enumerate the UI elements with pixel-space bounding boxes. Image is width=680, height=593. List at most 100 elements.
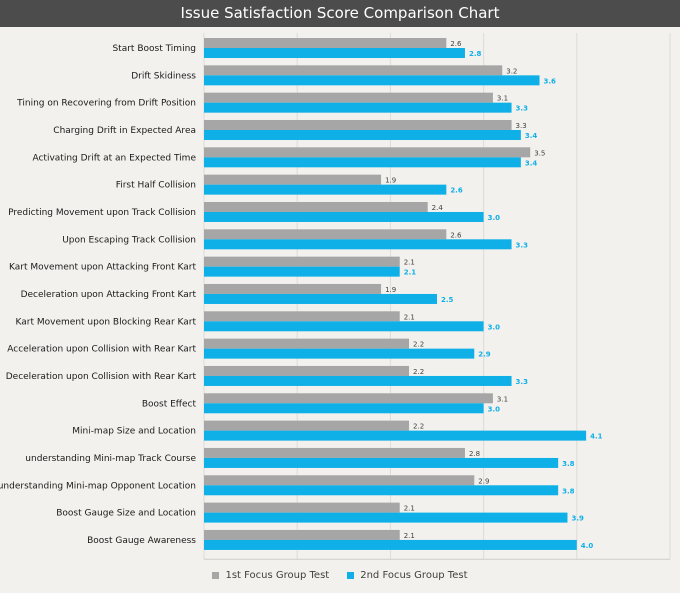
bar-series-1 bbox=[204, 174, 382, 185]
category-label: Kart Movement upon Attacking Front Kart bbox=[9, 263, 196, 273]
bar-series-2 bbox=[204, 48, 465, 58]
x-tick-label: 4 bbox=[575, 566, 579, 567]
bar-series-2 bbox=[204, 129, 521, 140]
bar-series-1 bbox=[204, 38, 447, 48]
data-label-series-1: 3.1 bbox=[497, 95, 508, 103]
data-label-series-2: 3.8 bbox=[562, 460, 575, 468]
bar-series-2 bbox=[204, 321, 484, 332]
chart-title: Issue Satisfaction Score Comparison Char… bbox=[0, 0, 680, 27]
data-label-series-2: 3.9 bbox=[571, 515, 584, 523]
bar-series-2 bbox=[204, 457, 559, 468]
bar-series-2 bbox=[204, 485, 559, 496]
category-label: Deceleration upon Attacking Front Kart bbox=[21, 290, 197, 300]
data-label-series-1: 3.1 bbox=[497, 395, 508, 403]
bar-series-1 bbox=[204, 475, 475, 486]
bar-series-1 bbox=[204, 420, 410, 431]
legend: 1st Focus Group Test 2nd Focus Group Tes… bbox=[0, 566, 680, 584]
bar-series-2 bbox=[204, 157, 521, 168]
data-label-series-1: 2.6 bbox=[450, 231, 462, 239]
data-label-series-1: 2.1 bbox=[404, 505, 415, 513]
data-label-series-1: 1.9 bbox=[385, 286, 396, 294]
category-label: Boost Gauge Size and Location bbox=[56, 509, 196, 519]
data-label-series-2: 4.0 bbox=[581, 542, 594, 550]
bar-series-1 bbox=[204, 147, 531, 158]
bar-series-2 bbox=[204, 375, 512, 386]
data-label-series-2: 2.5 bbox=[441, 296, 454, 304]
data-label-series-2: 2.9 bbox=[478, 351, 491, 359]
category-label: Tining on Recovering from Drift Position bbox=[16, 99, 196, 109]
bar-series-2 bbox=[204, 184, 447, 195]
legend-item-series-2: 2nd Focus Group Test bbox=[347, 569, 468, 581]
bar-series-1 bbox=[204, 529, 400, 540]
data-label-series-2: 3.6 bbox=[544, 77, 557, 85]
category-label: understanding Mini-map Opponent Location bbox=[0, 481, 196, 491]
category-label: Predicting Movement upon Track Collision bbox=[8, 208, 196, 218]
bar-series-1 bbox=[204, 65, 503, 76]
data-label-series-1: 3.3 bbox=[516, 122, 527, 130]
legend-label-series-2: 2nd Focus Group Test bbox=[360, 569, 468, 581]
data-label-series-2: 4.1 bbox=[590, 433, 603, 441]
category-label: Charging Drift in Expected Area bbox=[53, 126, 196, 136]
bar-series-2 bbox=[204, 239, 512, 250]
data-label-series-1: 1.9 bbox=[385, 177, 396, 185]
data-label-series-2: 2.8 bbox=[469, 50, 482, 58]
category-label: Boost Effect bbox=[142, 399, 197, 409]
data-label-series-1: 2.1 bbox=[404, 532, 415, 540]
bar-series-1 bbox=[204, 502, 400, 513]
category-label: Mini-map Size and Location bbox=[72, 427, 196, 437]
bar-series-1 bbox=[204, 393, 493, 404]
category-label: Kart Movement upon Blocking Rear Kart bbox=[16, 317, 197, 327]
data-label-series-1: 3.5 bbox=[534, 149, 545, 157]
bar-series-2 bbox=[204, 75, 540, 86]
data-label-series-1: 2.2 bbox=[413, 423, 424, 431]
category-label: Activating Drift at an Expected Time bbox=[32, 153, 196, 163]
data-label-series-2: 3.3 bbox=[516, 241, 529, 249]
data-label-series-2: 3.0 bbox=[488, 323, 501, 331]
data-label-series-1: 2.1 bbox=[404, 313, 415, 321]
bar-series-2 bbox=[204, 266, 400, 277]
data-label-series-2: 3.3 bbox=[516, 378, 529, 386]
x-tick-label: 2 bbox=[388, 566, 392, 567]
legend-swatch-series-1 bbox=[212, 571, 220, 579]
data-label-series-1: 2.6 bbox=[450, 40, 462, 48]
category-label: Drift Skidiness bbox=[131, 71, 196, 81]
bar-series-1 bbox=[204, 92, 493, 103]
data-label-series-1: 3.2 bbox=[506, 67, 517, 75]
bar-series-2 bbox=[204, 403, 484, 414]
bar-series-2 bbox=[204, 430, 587, 441]
bar-chart: 0 1 2 3 4 5 Start Boost Timing 2.6 2.8 Drift Skid… bbox=[0, 33, 672, 567]
bar-series-2 bbox=[204, 211, 484, 222]
bar-series-1 bbox=[204, 201, 428, 212]
x-tick-label: 1 bbox=[295, 566, 299, 567]
data-label-series-2: 3.8 bbox=[562, 487, 575, 495]
x-tick-label: 0 bbox=[202, 566, 206, 567]
data-label-series-2: 2.6 bbox=[450, 187, 463, 195]
bar-series-1 bbox=[204, 365, 410, 376]
data-label-series-2: 3.4 bbox=[525, 159, 538, 167]
bar-series-1 bbox=[204, 229, 447, 240]
bar-series-1 bbox=[204, 311, 400, 322]
bar-series-1 bbox=[204, 447, 465, 458]
data-label-series-1: 2.9 bbox=[478, 477, 489, 485]
data-label-series-1: 2.2 bbox=[413, 368, 424, 376]
bar-series-2 bbox=[204, 539, 577, 550]
legend-label-series-1: 1st Focus Group Test bbox=[225, 569, 330, 581]
bar-series-2 bbox=[204, 293, 437, 304]
data-label-series-2: 3.0 bbox=[488, 214, 501, 222]
legend-item-series-1: 1st Focus Group Test bbox=[212, 570, 329, 581]
x-tick-label: 3 bbox=[482, 566, 486, 567]
category-label: Boost Gauge Awareness bbox=[87, 536, 196, 546]
data-label-series-2: 3.4 bbox=[525, 132, 538, 140]
data-label-series-1: 2.4 bbox=[432, 204, 444, 212]
bar-series-2 bbox=[204, 512, 568, 523]
category-label: understanding Mini-map Track Course bbox=[25, 454, 196, 464]
bar-series-2 bbox=[204, 102, 512, 113]
data-label-series-1: 2.1 bbox=[404, 259, 415, 267]
data-label-series-1: 2.8 bbox=[469, 450, 480, 458]
data-label-series-2: 3.3 bbox=[516, 105, 529, 113]
bar-series-1 bbox=[204, 338, 410, 349]
bar-series-1 bbox=[204, 119, 512, 130]
bar-series-1 bbox=[204, 283, 382, 294]
data-label-series-2: 3.0 bbox=[488, 405, 501, 413]
category-label: First Half Collision bbox=[116, 181, 196, 191]
